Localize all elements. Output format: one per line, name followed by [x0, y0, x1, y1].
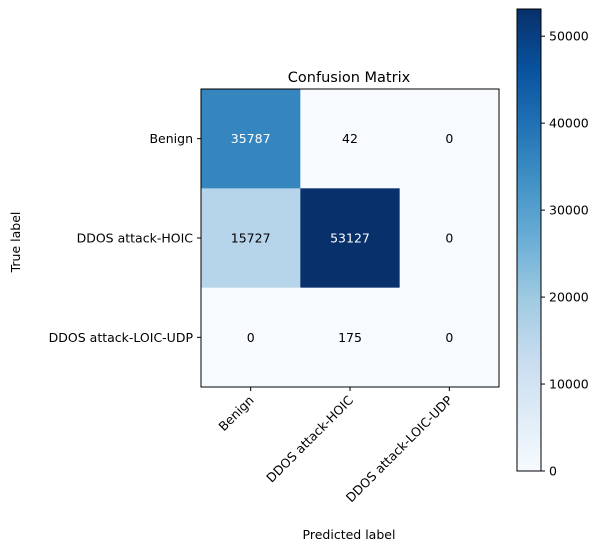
heatmap-cell-1-1 [300, 188, 401, 289]
cell-value-label-0-2: 0 [445, 131, 453, 146]
x-tick-label-0: Benign [215, 393, 256, 434]
colorbar-tick-label-2: 20000 [549, 290, 589, 305]
cell-value-label-1-0: 15727 [231, 230, 271, 245]
colorbar [516, 8, 542, 472]
colorbar-tick-label-5: 50000 [549, 29, 589, 44]
heatmap-cell-2-0 [201, 287, 301, 388]
colorbar-tick-label-4: 40000 [549, 116, 589, 131]
cell-value-label-0-1: 42 [342, 131, 358, 146]
heatmap-cell-2-2 [399, 287, 500, 388]
x-tick-label-1: DDOS attack-HOIC [263, 392, 356, 485]
x-tick-label-2: DDOS attack-LOIC-UDP [343, 392, 456, 505]
x-axis-label: Predicted label [303, 527, 396, 542]
heatmap-cell-0-1 [300, 89, 401, 189]
colorbar-ticks: 0 10000 20000 30000 40000 50000 [541, 29, 589, 479]
chart-title: Confusion Matrix [288, 70, 411, 86]
y-ticks: Benign DDOS attack-HOIC DDOS attack-LOIC-U… [49, 131, 201, 345]
cell-value-label-2-1: 175 [338, 330, 362, 345]
y-axis-label: True label [8, 212, 23, 274]
cell-value-label-1-1: 53127 [330, 230, 370, 245]
heatmap-cell-1-0 [201, 188, 301, 289]
heatmap-cell-1-2 [399, 188, 500, 289]
heatmap-cell-0-2 [399, 89, 500, 189]
cell-value-label-2-2: 0 [445, 330, 453, 345]
y-tick-label-1: DDOS attack-HOIC [77, 230, 194, 245]
heatmap-cell-0-0 [201, 89, 301, 189]
heatmap-cells: 35787 42 0 15727 53127 0 0 175 0 [201, 89, 500, 388]
cell-value-label-0-0: 35787 [231, 131, 271, 146]
colorbar-tick-label-3: 30000 [549, 203, 589, 218]
cell-value-label-1-2: 0 [445, 230, 453, 245]
y-tick-label-0: Benign [149, 131, 193, 146]
colorbar-tick-label-1: 10000 [549, 377, 589, 392]
heatmap-cell-2-1 [300, 287, 401, 388]
y-tick-label-2: DDOS attack-LOIC-UDP [49, 330, 194, 345]
colorbar-tick-label-0: 0 [549, 464, 557, 479]
cell-value-label-2-0: 0 [247, 330, 255, 345]
